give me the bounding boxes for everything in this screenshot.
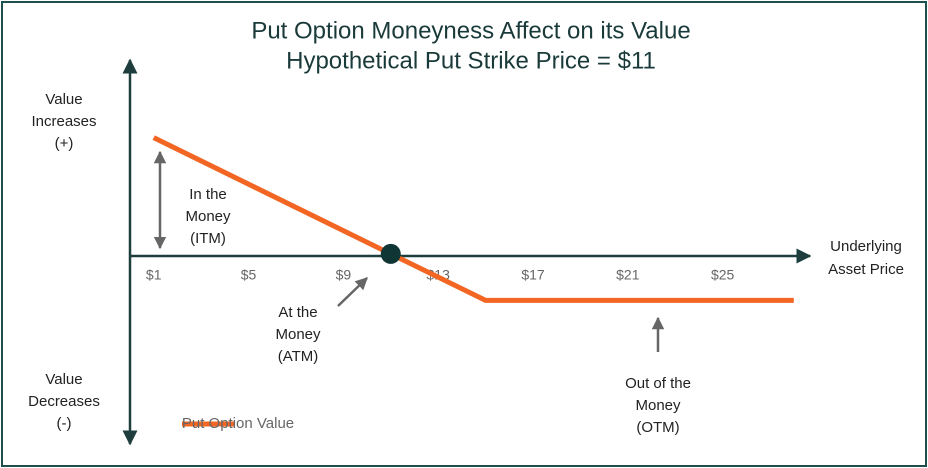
x-axis-label: Asset Price	[828, 261, 904, 278]
y-label-bottom: Decreases	[28, 393, 100, 410]
x-tick-label: $25	[711, 267, 735, 283]
series-line	[152, 135, 794, 303]
x-tick-label: $21	[616, 267, 640, 283]
annotation: Money	[635, 397, 681, 414]
annotation: (ATM)	[278, 348, 319, 365]
y-label-bottom: Value	[45, 371, 82, 388]
annotation: In the	[189, 186, 227, 203]
annotation: Money	[185, 208, 231, 225]
annotation: (OTM)	[636, 419, 679, 436]
chart-title: Put Option Moneyness Affect on its Value	[251, 17, 690, 44]
x-tick-label: $5	[241, 267, 257, 283]
strike-point	[380, 243, 401, 264]
y-label-top: Increases	[31, 113, 96, 130]
x-tick-label: $9	[336, 267, 352, 283]
annotation: (ITM)	[190, 230, 226, 247]
legend-label: Put Option Value	[182, 415, 294, 432]
x-tick-label: $17	[521, 267, 545, 283]
y-label-bottom: (-)	[57, 415, 72, 432]
annotation: Money	[275, 326, 321, 343]
annotation: Out of the	[625, 375, 691, 392]
y-label-top: (+)	[55, 135, 74, 152]
y-label-top: Value	[45, 91, 82, 108]
atm-arrow	[337, 277, 368, 307]
x-axis-label: Underlying	[830, 238, 902, 255]
chart-subtitle: Hypothetical Put Strike Price = $11	[286, 47, 656, 74]
annotation: At the	[278, 304, 317, 321]
x-tick-label: $1	[146, 267, 162, 283]
